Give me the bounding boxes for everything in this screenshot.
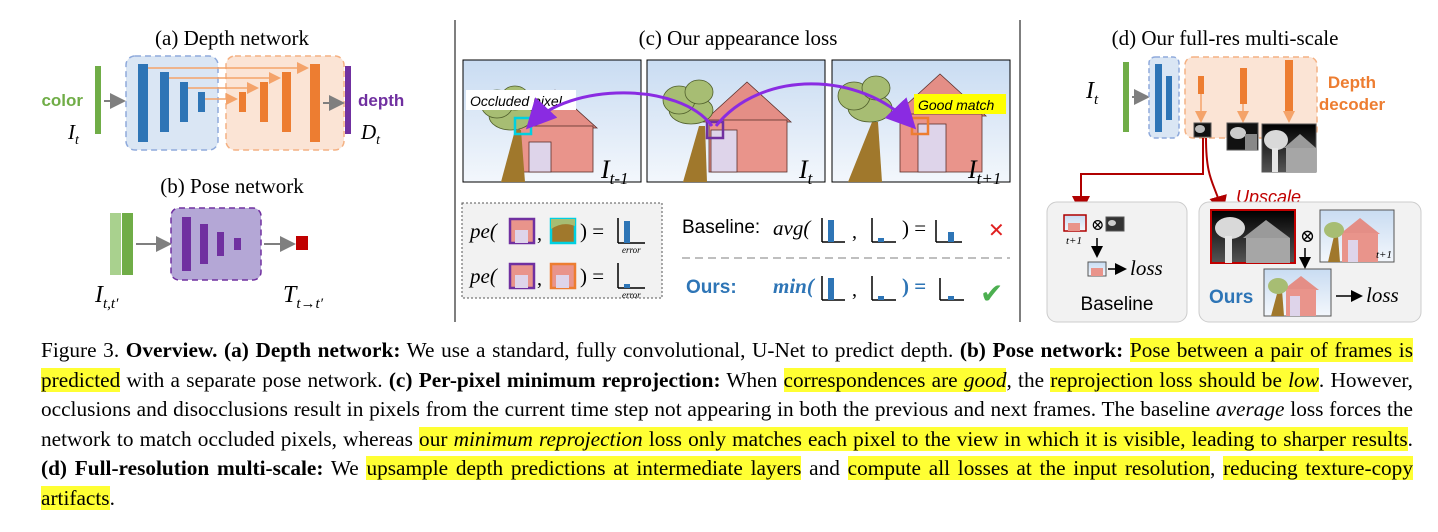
panel-c-appearance-loss: (c) Our appearance loss It-1 It [461, 26, 1011, 309]
decoder-layer [239, 92, 246, 112]
skip-connections [148, 62, 309, 105]
svg-text:avg(: avg( [773, 216, 812, 240]
figure-caption: Figure 3. Overview. (a) Depth network: W… [41, 338, 1414, 510]
pe-row-good: pe( , ) = error [468, 262, 645, 300]
baseline-box [1046, 201, 1188, 323]
ours-label: Ours: [686, 277, 737, 298]
depth-output-mid [1226, 122, 1259, 151]
pose-input-bar [110, 213, 121, 275]
color-label: color [41, 91, 83, 110]
svg-text:It-1: It-1 [600, 155, 629, 188]
svg-text:loss: loss [1130, 256, 1163, 280]
pose-input-bar [122, 213, 133, 275]
depth-output-bar [345, 66, 351, 134]
panel-d-full-res-multi-scale: (d) Our full-res multi-scale It Depth de… [1046, 26, 1422, 323]
svg-text:) =: ) = [580, 264, 604, 288]
svg-text:t+1: t+1 [1376, 249, 1392, 261]
encoder-layer [198, 92, 205, 112]
color-input-bar [95, 66, 101, 134]
decoder-layer [282, 72, 291, 132]
ours-row: Ours: min( , ) = ✔ [686, 274, 1003, 309]
svg-text:min(: min( [773, 274, 816, 298]
svg-text:pe(: pe( [468, 219, 499, 243]
depth-output-small [1193, 122, 1212, 138]
caption-b-heading: (b) Pose network: [959, 338, 1124, 362]
svg-text:loss: loss [1366, 283, 1399, 307]
baseline-row: Baseline: avg( , ) = ✕ [682, 216, 1005, 243]
correspondence-arrow-next [714, 82, 917, 130]
svg-text:,: , [537, 223, 542, 245]
svg-text:It: It [798, 155, 814, 188]
encoder-layer [138, 64, 148, 142]
svg-text:⊗: ⊗ [1300, 226, 1315, 246]
svg-text:⊗: ⊗ [1091, 217, 1104, 234]
caption-a-heading: (a) Depth network: [224, 338, 401, 362]
svg-text:pe(: pe( [468, 264, 499, 288]
upscaled-depth-image [1210, 209, 1296, 264]
depth-output-full [1261, 123, 1317, 173]
svg-text:) =: ) = [580, 219, 604, 243]
input-image-symbol: It [67, 120, 80, 148]
pose-output [296, 236, 308, 250]
svg-text:,: , [537, 268, 542, 290]
frame-t: It [646, 59, 826, 188]
svg-text:,: , [852, 279, 857, 301]
encoder-layer [160, 72, 169, 132]
svg-text:error: error [622, 290, 641, 300]
ours-box-label: Ours [1209, 287, 1253, 308]
depth-label: depth [358, 91, 404, 110]
good-match-label-bg [914, 94, 1006, 114]
pose-input-symbol: It,t′ [94, 282, 119, 312]
svg-text:) =: ) = [902, 274, 926, 298]
caption-d-heading: (d) Full-resolution multi-scale: [41, 456, 324, 481]
next-frame-image: t+1 [1319, 209, 1395, 263]
current-pixel-box [705, 120, 725, 140]
highlight: correspondences are good [783, 367, 1007, 392]
highlight: compute all losses at the input resoluti… [847, 456, 1211, 481]
decoder-layer [310, 64, 320, 142]
svg-text:It+1: It+1 [967, 155, 1001, 188]
panel-a-title: (a) Depth network [155, 26, 309, 50]
svg-text:,: , [852, 221, 857, 243]
decoder-layer [260, 82, 268, 122]
pose-output-symbol: Tt→t′ [283, 282, 324, 312]
pe-row-occluded: pe( , ) = error [468, 217, 645, 255]
frame-t-plus-1: It+1 [831, 59, 1011, 188]
baseline-label: Baseline: [682, 217, 760, 238]
check-icon: ✔ [980, 278, 1003, 309]
pose-network-box [170, 207, 262, 281]
panel-d-title: (d) Our full-res multi-scale [1112, 26, 1339, 50]
arrow-to-baseline [1072, 138, 1204, 214]
highlight: reprojection loss should be low [1050, 367, 1319, 392]
svg-text:error: error [622, 245, 641, 255]
svg-text:t+1: t+1 [1066, 235, 1082, 247]
panel-c-title: (c) Our appearance loss [639, 26, 838, 50]
highlight: upsample depth predictions at intermedia… [366, 456, 802, 481]
caption-c-heading: (c) Per-pixel minimum reprojection: [388, 367, 721, 392]
caption-overview: Overview. [125, 338, 218, 362]
panel-a-depth-network: (a) Depth network color It depth Dt [41, 26, 404, 151]
panel-b-pose-network: (b) Pose network It,t′ Tt→t′ [94, 174, 324, 312]
svg-text:Depth: Depth [1328, 73, 1376, 92]
encoder-layer [180, 82, 188, 122]
correspondence-arrow-prev [525, 91, 714, 130]
baseline-box-label: Baseline [1081, 294, 1154, 315]
occluded-pixel-label: Occluded pixel [470, 93, 563, 109]
highlight: our minimum reprojection loss only match… [419, 426, 1408, 451]
warped-frame-image [1263, 268, 1332, 317]
good-match-label: Good match [918, 97, 994, 113]
depth-output-symbol: Dt [360, 120, 381, 148]
d-input-symbol: It [1085, 78, 1099, 108]
encoder-box [125, 55, 219, 151]
figure-3-diagram: (a) Depth network color It depth Dt (b) … [41, 20, 1422, 323]
svg-text:) =: ) = [902, 216, 926, 240]
figure-label: Figure 3. [41, 338, 120, 362]
cross-icon: ✕ [988, 220, 1005, 242]
panel-b-title: (b) Pose network [160, 174, 304, 198]
arrow-to-ours [1205, 137, 1227, 214]
frame-t-minus-1: It-1 [462, 59, 642, 188]
svg-text:decoder: decoder [1319, 95, 1386, 114]
